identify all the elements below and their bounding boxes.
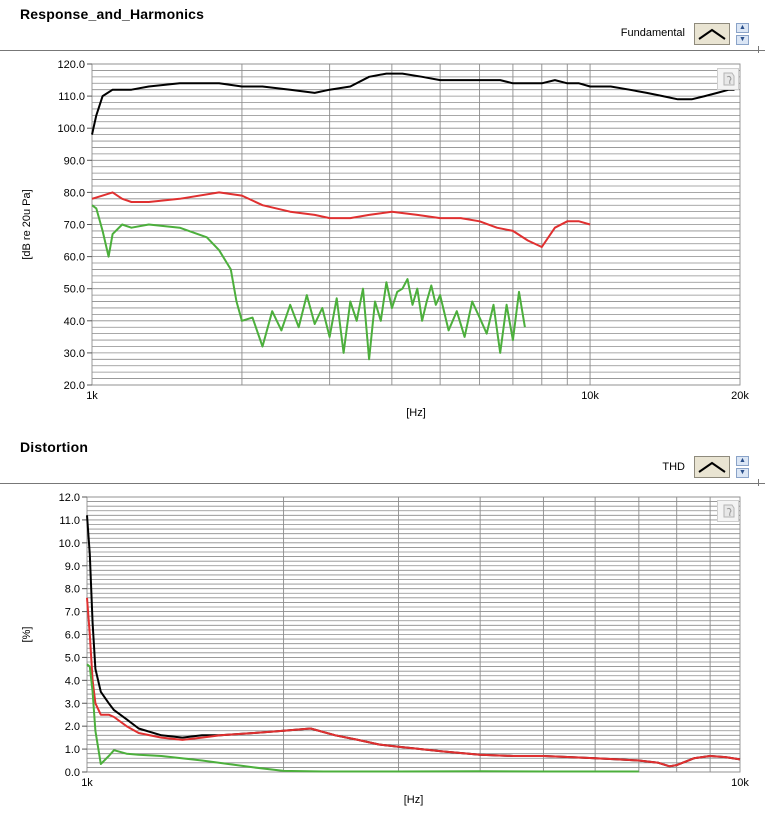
response-legend-label: Fundamental [620, 27, 685, 39]
distortion-y-tick-label: 12.0 [59, 492, 80, 504]
distortion-series-3-line [86, 663, 639, 773]
response-y-tick-label: 40.0 [64, 316, 85, 328]
response-y-tick-label: 60.0 [64, 252, 85, 264]
response-x-tick-label: 20k [731, 390, 749, 402]
distortion-chart: 0.0 1.0 2.0 3.0 4.0 5.0 6.0 7.0 8.0 9.0 10.0 11.0 12… [21, 492, 749, 806]
distortion-y-tick-label: 10.0 [59, 538, 80, 550]
spin-down-icon[interactable]: ▼ [736, 35, 749, 45]
distortion-legend-line-style-icon[interactable] [694, 456, 730, 478]
response-panel-title: Response_and_Harmonics [20, 6, 205, 22]
spin-down-icon[interactable]: ▼ [736, 468, 749, 478]
response-y-tick-label: 90.0 [64, 155, 85, 167]
distortion-y-tick-label: 7.0 [65, 607, 80, 619]
response-divider-end [758, 46, 759, 53]
distortion-y-tick-label: 1.0 [65, 744, 80, 756]
distortion-y-tick-label: 6.0 [65, 630, 80, 642]
response-y-tick-label: 120.0 [57, 59, 85, 71]
distortion-y-tick-label: 0.0 [65, 767, 80, 779]
distortion-panel-title: Distortion [20, 439, 89, 455]
distortion-y-tick-label: 3.0 [65, 698, 80, 710]
spin-up-icon[interactable]: ▲ [736, 23, 749, 33]
distortion-series-2-line [86, 597, 741, 768]
distortion-divider [0, 483, 765, 484]
distortion-x-tick-label: 10k [731, 777, 749, 789]
response-x-axis-label: [Hz] [406, 407, 426, 419]
distortion-y-tick-label: 4.0 [65, 675, 80, 687]
response-y-tick-label: 20.0 [64, 380, 85, 392]
distortion-y-tick-label: 8.0 [65, 584, 80, 596]
distortion-legend-label: THD [662, 461, 685, 473]
distortion-legend-spinner[interactable]: ▲ ▼ [736, 456, 749, 478]
distortion-x-axis-label: [Hz] [404, 794, 424, 806]
response-series-2-line [91, 191, 591, 248]
response-y-tick-label: 100.0 [57, 123, 85, 135]
distortion-y-tick-label: 2.0 [65, 721, 80, 733]
spin-up-icon[interactable]: ▲ [736, 456, 749, 466]
distortion-y-tick-label: 11.0 [59, 515, 80, 527]
distortion-divider-end [758, 479, 759, 486]
response-x-tick-label: 1k [86, 390, 98, 402]
distortion-x-tick-label: 1k [81, 777, 93, 789]
response-series-3-line [91, 204, 526, 361]
response-series-1-line [91, 72, 735, 135]
response-legend-spinner[interactable]: ▲ ▼ [736, 23, 749, 45]
response-y-axis-label: [dB re 20u Pa] [21, 189, 33, 259]
response-y-tick-label: 110.0 [58, 91, 85, 103]
distortion-autoscale-icon[interactable] [717, 500, 739, 522]
distortion-y-tick-label: 9.0 [65, 561, 80, 573]
response-y-tick-label: 80.0 [64, 187, 85, 199]
response-x-tick-label: 10k [581, 390, 599, 402]
distortion-y-axis-label: [%] [21, 627, 33, 643]
response-chart: 20.0 30.0 40.0 50.0 60.0 70.0 80.0 90.0 100.0 110… [21, 59, 749, 419]
response-y-tick-label: 70.0 [64, 220, 85, 232]
response-divider [0, 50, 765, 51]
response-y-tick-label: 50.0 [64, 284, 85, 296]
response-y-tick-label: 30.0 [64, 348, 85, 360]
response-autoscale-icon[interactable] [717, 68, 739, 90]
distortion-y-tick-label: 5.0 [65, 652, 80, 664]
response-legend-line-style-icon[interactable] [694, 23, 730, 45]
